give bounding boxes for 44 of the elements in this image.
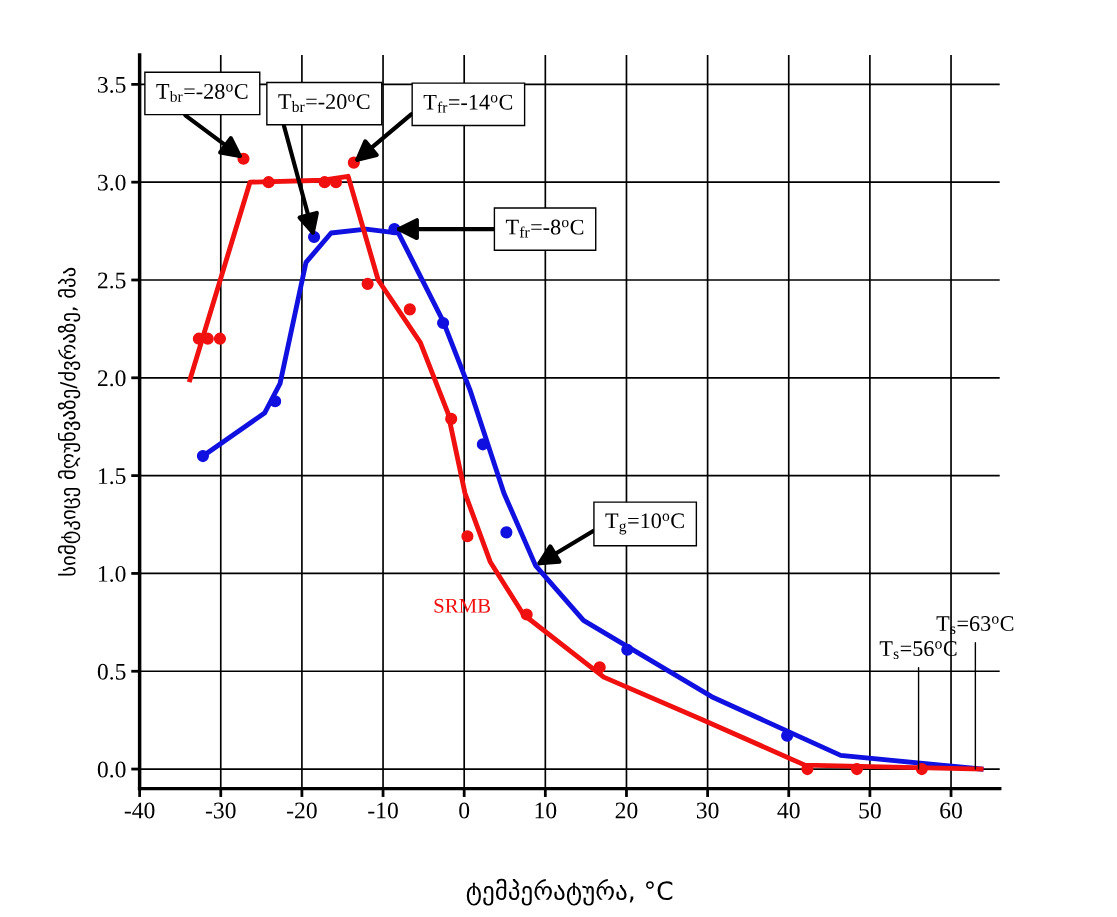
- y-tick-label: 1.0: [98, 565, 126, 582]
- point: [308, 230, 321, 244]
- annotation: T$_{br}$=-28$^{o}$C: [156, 83, 248, 102]
- point: [445, 412, 458, 425]
- point: [329, 176, 343, 189]
- x-tick-label: 50: [859, 802, 881, 819]
- annotation: T$_{br}$=-20$^{o}$C: [278, 94, 370, 113]
- x-tick-label: 0: [459, 802, 470, 819]
- y-tick-label: 2.0: [97, 370, 126, 387]
- x-axis-title: ტემპერატურა, °C: [466, 878, 673, 906]
- point: [262, 176, 275, 189]
- y-axis-title: სიმტკიცე მღუნვაზე/ძვრაზე, მპა: [57, 267, 81, 576]
- annotation: T$_{fr}$=-14$^{o}$C: [423, 94, 513, 113]
- point: [500, 526, 513, 539]
- point: [621, 643, 634, 656]
- x-tick-label: 60: [940, 802, 962, 819]
- y-tick-label: 1.5: [98, 468, 126, 485]
- point: [461, 530, 474, 543]
- point: [593, 661, 606, 674]
- x-tick-label: 10: [535, 802, 557, 819]
- point: [915, 762, 928, 776]
- x-tick-label: 30: [696, 802, 719, 819]
- point: [361, 277, 374, 290]
- annotation: T$_{g}$=10$^{o}$C: [605, 513, 684, 535]
- y-tick-label: 2.5: [97, 272, 126, 289]
- x-tick-label: 20: [615, 802, 638, 819]
- x-tick-label: -40: [124, 802, 155, 819]
- point: [850, 762, 863, 776]
- point: [437, 316, 450, 330]
- x-tick-label: -20: [287, 802, 317, 819]
- y-tick-label: 0.5: [97, 663, 126, 680]
- point: [520, 608, 533, 621]
- y-tick-label: 3.0: [98, 174, 126, 191]
- point: [269, 395, 282, 408]
- point: [213, 332, 227, 345]
- point: [318, 176, 331, 189]
- x-tick-label: -10: [368, 802, 398, 819]
- x-tick-label: 40: [777, 802, 800, 819]
- annotation: T$_{fr}$=-8$^{o}$C: [505, 219, 584, 238]
- x-tick-label: -30: [205, 802, 236, 819]
- y-tick-label: 0.0: [97, 761, 126, 778]
- point: [403, 303, 416, 316]
- point: [196, 449, 209, 463]
- y-tick-label: 3.5: [98, 76, 126, 93]
